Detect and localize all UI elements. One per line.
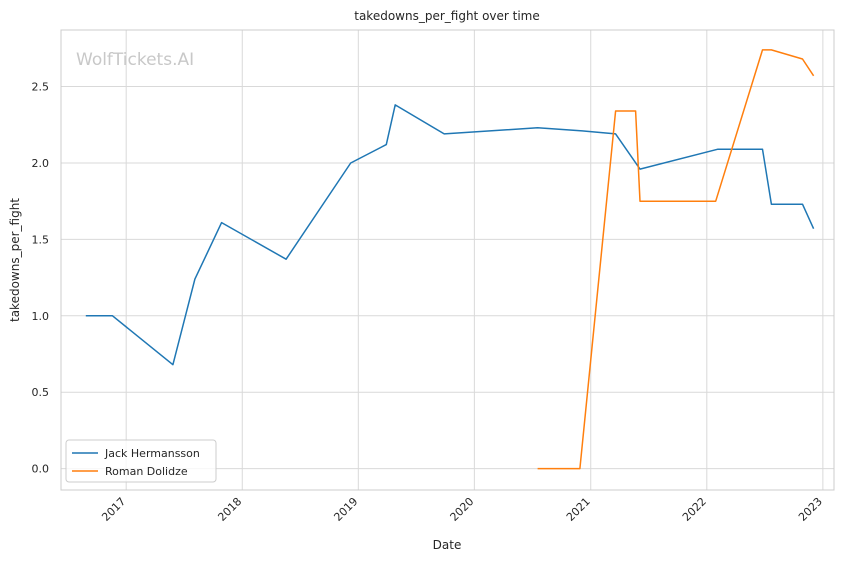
x-tick-label: 2021 xyxy=(564,495,593,524)
plot-frame xyxy=(60,29,835,491)
x-tick-label: 2019 xyxy=(331,495,360,524)
series-line-roman-dolidze xyxy=(537,49,815,470)
y-tick-label: 0.0 xyxy=(32,463,50,476)
series-line-jack-hermansson xyxy=(85,104,815,366)
y-axis-label: takedowns_per_fight xyxy=(8,198,22,322)
x-tick-label: 2023 xyxy=(796,495,825,524)
grid xyxy=(61,30,834,490)
x-axis-ticks: 2017 2018 2019 2020 2021 2022 2023 xyxy=(99,495,825,524)
y-axis-ticks: 0.0 0.5 1.0 1.5 2.0 2.5 xyxy=(32,81,50,476)
x-axis-label: Date xyxy=(433,538,462,552)
y-tick-label: 1.5 xyxy=(32,233,50,246)
x-tick-label: 2017 xyxy=(99,495,128,524)
y-tick-label: 1.0 xyxy=(32,310,50,323)
x-tick-label: 2020 xyxy=(447,495,476,524)
legend-label-roman-dolidze: Roman Dolidze xyxy=(105,465,188,478)
x-tick-label: 2018 xyxy=(215,495,244,524)
x-tick-label: 2022 xyxy=(680,495,709,524)
legend-box xyxy=(65,439,217,483)
watermark: WolfTickets.AI xyxy=(76,50,194,70)
y-tick-label: 0.5 xyxy=(32,386,50,399)
legend: Jack Hermansson Roman Dolidze xyxy=(65,439,217,483)
series-lines xyxy=(85,49,815,470)
legend-label-jack-hermansson: Jack Hermansson xyxy=(104,447,200,460)
y-tick-label: 2.5 xyxy=(32,81,50,94)
y-tick-label: 2.0 xyxy=(32,157,50,170)
chart-title: takedowns_per_fight over time xyxy=(354,9,540,23)
